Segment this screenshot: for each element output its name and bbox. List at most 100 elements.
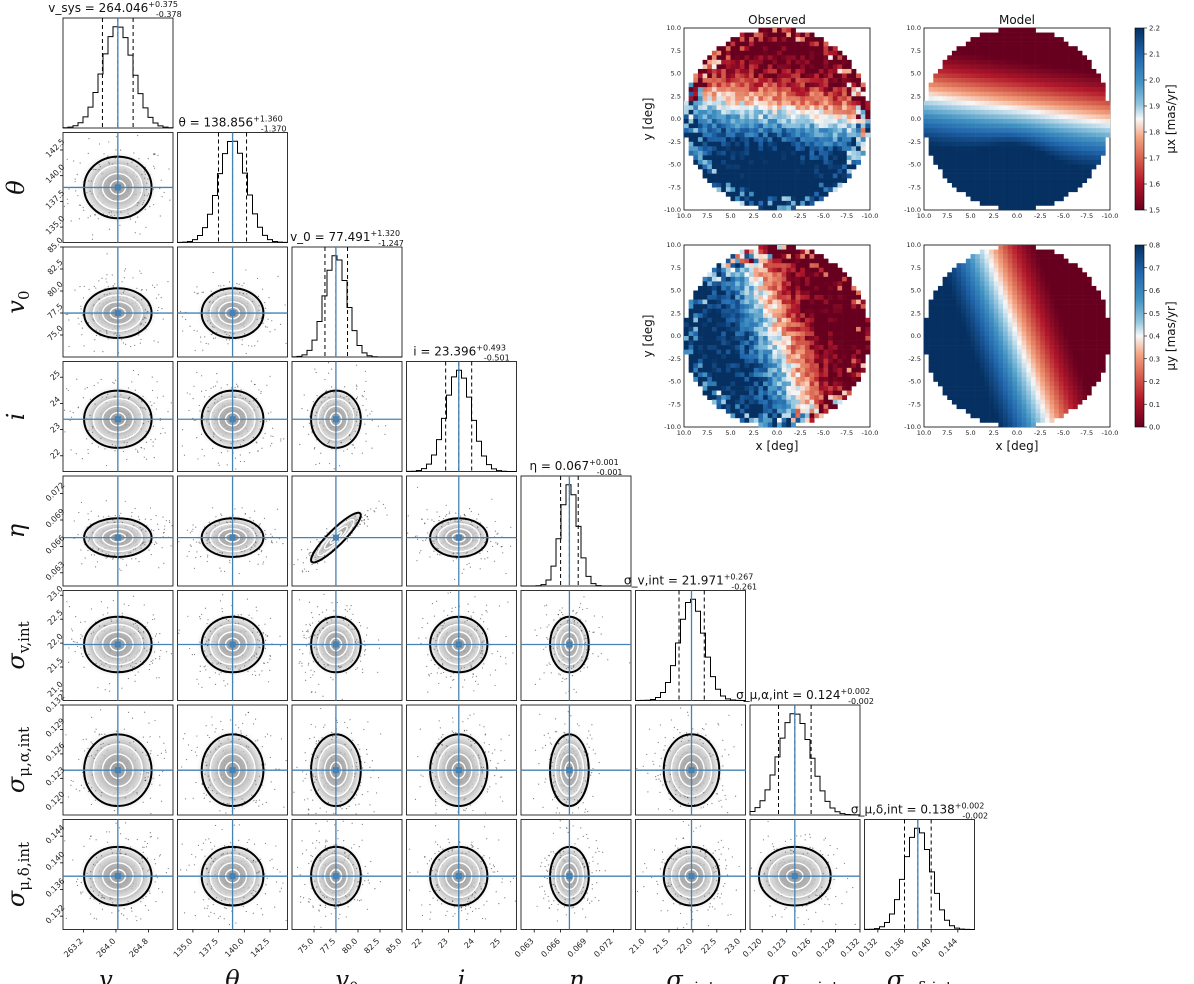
sample-point [221,608,223,610]
sample-point [495,542,497,544]
sample-point [217,462,219,464]
sample-point [229,562,231,564]
sample-point [427,518,429,520]
sample-point [508,734,510,736]
sample-point [201,291,203,293]
sample-point [494,749,496,751]
sample-point [504,759,506,761]
sample-point [462,721,464,723]
sample-point [474,680,477,682]
sample-point [452,560,454,562]
sample-point [206,556,209,558]
sample-point [422,775,424,777]
sample-point [79,790,81,792]
sample-point [159,655,161,658]
density-v_sys-vs-σ_v,int: 21.021.522.022.523.0 [46,584,174,701]
y-tick-label: 75.0 [46,324,65,343]
sample-point [186,529,189,531]
sample-point [66,158,68,160]
density-i-vs-σ_v,int [406,590,517,701]
sample-point [197,683,200,685]
sample-point [481,614,483,616]
truth-marker [229,534,236,541]
sample-point [89,838,91,840]
sample-point [214,683,217,686]
sample-point [426,665,428,668]
sample-point [181,429,184,431]
sample-point [351,452,353,455]
sample-point [555,812,557,814]
sample-point [194,291,196,293]
sample-point [247,711,249,713]
sample-point [429,556,431,558]
sample-point [185,758,188,761]
sample-point [561,611,563,614]
sample-point [159,633,161,635]
sample-point [646,753,648,756]
sample-point [78,511,80,514]
sample-point [722,739,724,742]
sample-point [82,206,84,208]
sample-point [363,518,365,521]
sample-point [426,509,428,511]
sample-point [655,778,657,781]
sample-point [154,167,156,169]
sample-point [215,728,217,730]
sample-point [132,277,134,279]
sample-point [98,280,100,282]
sample-point [153,165,155,167]
sample-point [93,384,95,387]
sample-point [196,293,198,295]
sample-point [549,742,551,744]
sample-point [734,795,737,797]
sample-point [153,457,155,459]
sample-point [162,516,164,518]
sample-point [469,714,471,716]
sample-point [66,388,68,390]
sample-point [285,342,287,345]
sample-point [426,622,429,624]
sample-point [497,650,499,652]
sample-point [315,371,317,374]
truth-marker [688,767,695,774]
sample-point [349,719,351,721]
sample-point [673,726,675,729]
sample-point [105,278,107,280]
sample-point [96,561,99,563]
sample-point [283,806,285,808]
corner-plot: v_sys = 264.046+0.375 -0.378135.0137.5140… [2,0,988,984]
sample-point [564,723,566,725]
sample-point [302,571,304,573]
sample-point [223,570,226,573]
sample-point [139,270,141,272]
sample-point [241,343,243,346]
sample-point [207,554,209,556]
sample-point [168,520,171,522]
truth-marker [114,873,121,880]
sample-point [151,389,154,392]
sample-point [375,792,378,794]
sample-point [565,692,567,694]
sample-point [66,601,68,603]
sample-point [214,385,217,387]
sample-point [80,501,83,504]
sample-point [269,658,271,660]
sample-point [310,676,312,679]
sample-point [131,717,134,719]
sample-point [315,463,317,466]
sample-point [150,554,152,556]
density-θ-vs-σ_v,int [177,590,288,701]
sample-point [67,796,69,798]
sample-point [88,519,90,521]
sample-point [566,678,568,680]
sample-point [160,752,163,754]
sample-point [144,711,146,713]
sample-point [371,410,373,412]
sample-point [80,893,82,895]
sample-point [88,138,90,140]
sample-point [727,812,729,814]
sample-point [97,515,100,517]
sample-point [151,376,153,378]
sample-point [265,556,267,558]
sample-point [269,655,272,657]
